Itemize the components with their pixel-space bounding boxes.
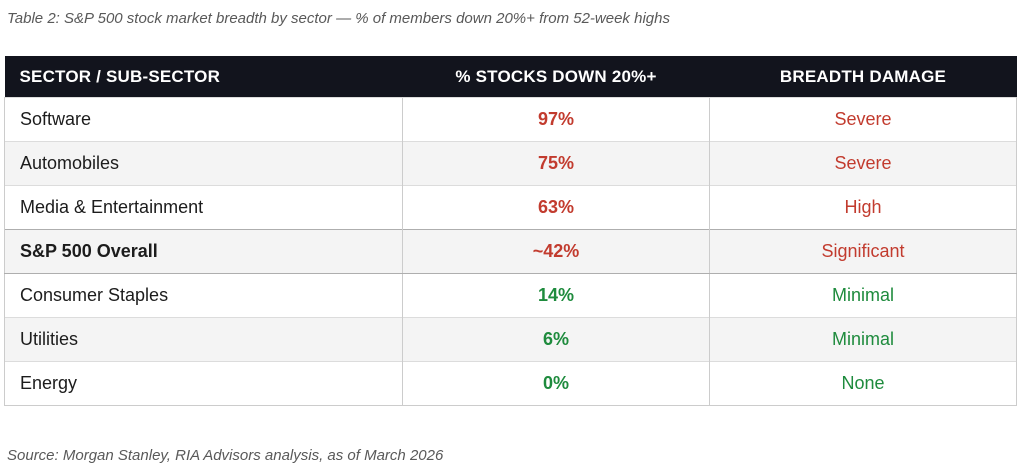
pct-down-cell: 75% [402,141,710,186]
sector-cell: S&P 500 Overall [4,229,403,274]
table-caption: Table 2: S&P 500 stock market breadth by… [7,10,670,27]
column-header-sector: SECTOR / SUB-SECTOR [4,56,403,98]
damage-cell: None [709,361,1017,406]
sector-cell: Media & Entertainment [4,185,403,230]
column-header-pct-down: % STOCKS DOWN 20%+ [402,56,710,98]
table-row-media-entertainment: Media & Entertainment 63% High [4,185,1017,230]
sector-cell: Automobiles [4,141,403,186]
damage-cell: Severe [709,97,1017,142]
pct-down-cell: 6% [402,317,710,362]
sector-cell: Utilities [4,317,403,362]
header-row: SECTOR / SUB-SECTOR % STOCKS DOWN 20%+ B… [4,56,1017,98]
column-header-damage: BREADTH DAMAGE [709,56,1017,98]
damage-cell: Severe [709,141,1017,186]
table-row-utilities: Utilities 6% Minimal [4,317,1017,362]
pct-down-cell: 97% [402,97,710,142]
source-note: Source: Morgan Stanley, RIA Advisors ana… [7,447,444,464]
table-row-energy: Energy 0% None [4,361,1017,406]
damage-cell: Minimal [709,317,1017,362]
table-header: SECTOR / SUB-SECTOR % STOCKS DOWN 20%+ B… [4,56,1017,98]
pct-down-cell: 63% [402,185,710,230]
damage-cell: Significant [709,229,1017,274]
sector-cell: Software [4,97,403,142]
pct-down-cell: ~42% [402,229,710,274]
breadth-table: SECTOR / SUB-SECTOR % STOCKS DOWN 20%+ B… [4,56,1017,406]
table-row-sp500-overall: S&P 500 Overall ~42% Significant [4,229,1017,274]
table-body: Software 97% Severe Automobiles 75% Seve… [4,97,1017,406]
pct-down-cell: 0% [402,361,710,406]
sector-cell: Energy [4,361,403,406]
table-row-automobiles: Automobiles 75% Severe [4,141,1017,186]
table-row-consumer-staples: Consumer Staples 14% Minimal [4,273,1017,318]
damage-cell: High [709,185,1017,230]
sector-cell: Consumer Staples [4,273,403,318]
damage-cell: Minimal [709,273,1017,318]
table-row-software: Software 97% Severe [4,97,1017,142]
pct-down-cell: 14% [402,273,710,318]
